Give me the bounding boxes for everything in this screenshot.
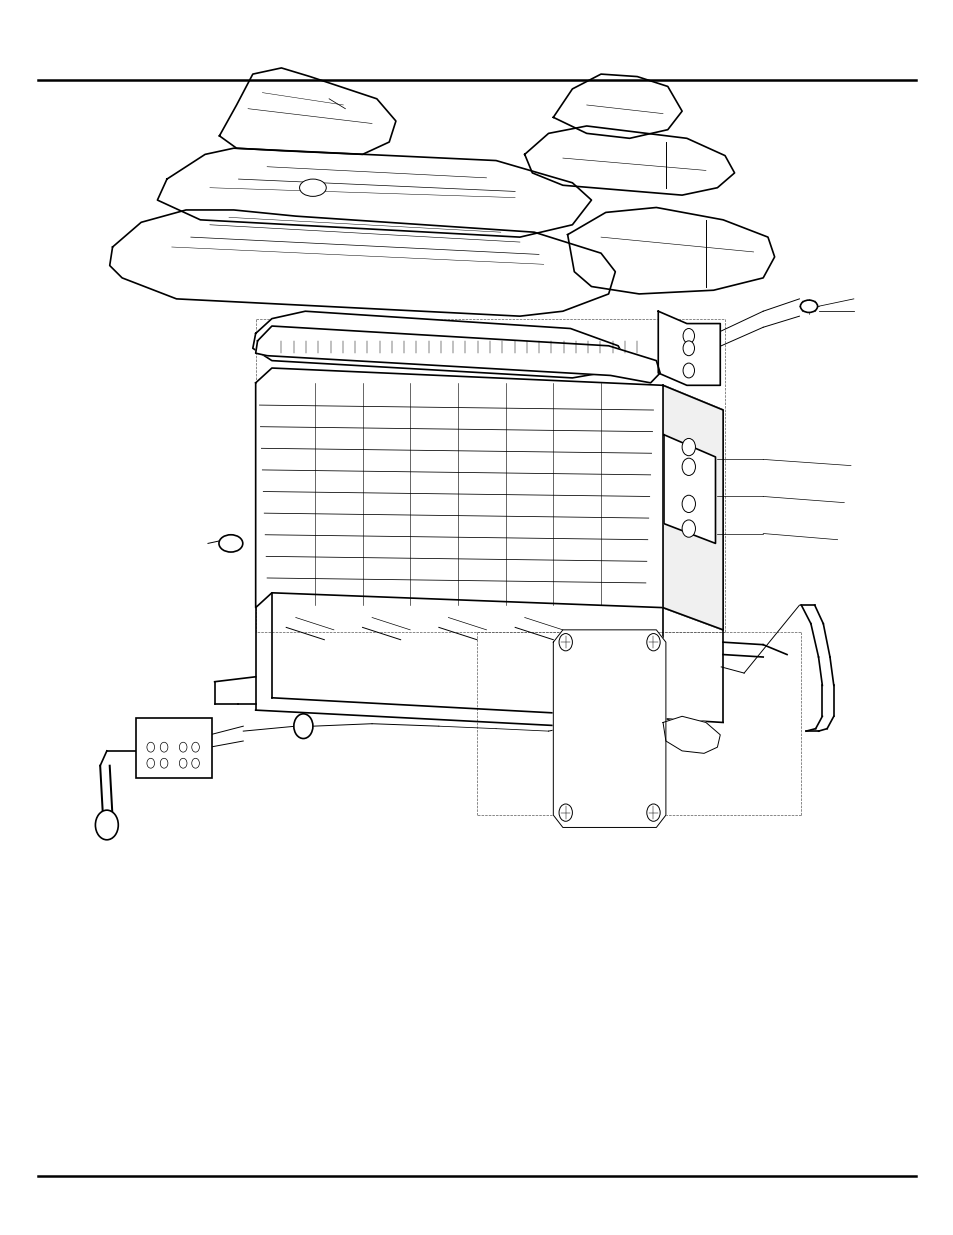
Circle shape — [681, 438, 695, 456]
Circle shape — [558, 804, 572, 821]
Ellipse shape — [299, 179, 326, 196]
Polygon shape — [219, 68, 395, 154]
Circle shape — [681, 520, 695, 537]
Circle shape — [646, 634, 659, 651]
FancyBboxPatch shape — [136, 718, 212, 778]
Polygon shape — [157, 148, 591, 237]
Circle shape — [192, 758, 199, 768]
Polygon shape — [553, 630, 665, 827]
Circle shape — [682, 329, 694, 343]
Circle shape — [160, 758, 168, 768]
Circle shape — [95, 810, 118, 840]
Circle shape — [681, 458, 695, 475]
Polygon shape — [663, 435, 715, 543]
Ellipse shape — [800, 300, 817, 312]
Polygon shape — [567, 207, 774, 294]
Polygon shape — [255, 368, 722, 630]
Circle shape — [681, 495, 695, 513]
Ellipse shape — [218, 535, 242, 552]
Polygon shape — [110, 210, 615, 316]
Polygon shape — [658, 311, 720, 385]
Polygon shape — [662, 385, 722, 630]
Circle shape — [558, 634, 572, 651]
Polygon shape — [524, 126, 734, 195]
Circle shape — [192, 742, 199, 752]
Circle shape — [682, 341, 694, 356]
Polygon shape — [553, 74, 681, 138]
Polygon shape — [253, 311, 624, 378]
Circle shape — [179, 742, 187, 752]
Circle shape — [160, 742, 168, 752]
Circle shape — [294, 714, 313, 739]
Polygon shape — [662, 716, 720, 753]
Circle shape — [682, 363, 694, 378]
Circle shape — [147, 758, 154, 768]
Circle shape — [147, 742, 154, 752]
Circle shape — [646, 804, 659, 821]
Polygon shape — [255, 326, 659, 383]
Circle shape — [179, 758, 187, 768]
